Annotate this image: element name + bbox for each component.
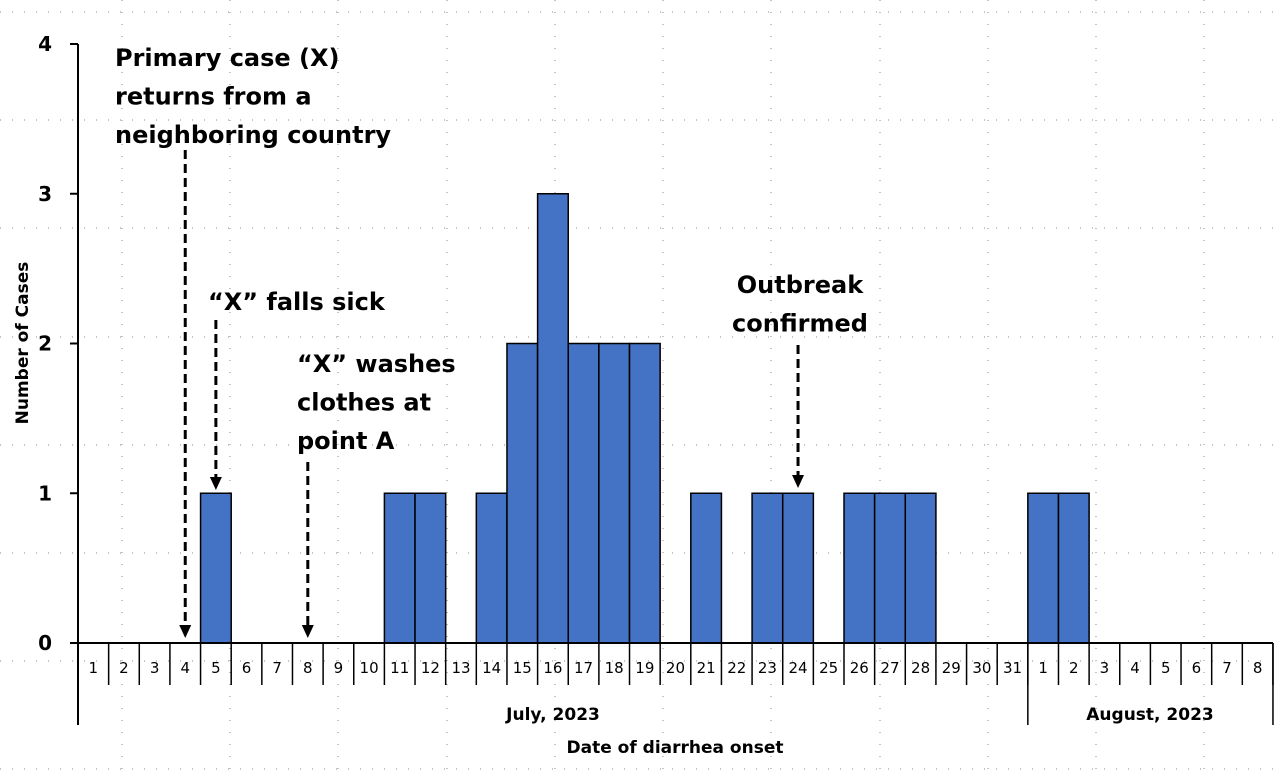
y-tick-label: 4 [38,32,52,56]
bar [475,492,508,644]
annotation-text: “X” falls sick [208,288,386,316]
y-tick-label: 3 [38,182,52,206]
bar [414,492,447,644]
x-tick-label: 13 [451,659,470,677]
bar [781,492,815,644]
x-tick-label: 25 [819,659,838,677]
x-tick-label: 2 [1069,659,1079,677]
x-tick-label: 6 [1192,659,1202,677]
x-tick-label: 8 [303,659,313,677]
x-tick-label: 11 [390,659,409,677]
x-tick-label: 15 [513,659,532,677]
x-tick-label: 1 [89,659,99,677]
month-label-july: July, 2023 [505,705,600,725]
annotation-text: returns from a [115,83,312,111]
x-tick-label: 4 [180,659,190,677]
x-tick-label: 26 [850,659,869,677]
bar [598,342,631,644]
x-tick-label: 17 [574,659,593,677]
x-tick-label: 10 [360,659,379,677]
x-tick-label: 28 [911,659,930,677]
x-tick-label: 9 [334,659,344,677]
annotation-text: Outbreak [737,271,864,299]
x-axis-label: Date of diarrhea onset [567,738,784,758]
x-tick-label: 4 [1130,659,1140,677]
x-tick-label: 5 [211,659,221,677]
x-tick-label: 27 [880,659,899,677]
arrow-down-icon [792,475,805,488]
x-tick-label: 20 [666,659,685,677]
x-tick-label: 3 [1100,659,1110,677]
month-label-august: August, 2023 [1086,705,1213,725]
x-tick-label: 31 [1003,659,1022,677]
x-tick-label: 1 [1038,659,1048,677]
bar [628,342,661,644]
annotation-text: clothes at [297,389,431,417]
x-tick-label: 22 [727,659,746,677]
x-tick-label: 3 [150,659,160,677]
x-tick-label: 29 [942,659,961,677]
x-tick-label: 8 [1253,659,1263,677]
bar [1027,492,1060,644]
x-tick-label: 5 [1161,659,1171,677]
bar [690,492,723,644]
annotation-text: confirmed [732,310,868,338]
x-tick-label: 30 [972,659,991,677]
x-tick-label: 16 [543,659,562,677]
x-tick-label: 7 [1222,659,1232,677]
x-tick-label: 24 [788,659,807,677]
x-tick-label: 2 [119,659,129,677]
bar [873,492,907,644]
y-tick-label: 1 [38,481,52,505]
bar [843,492,876,644]
y-axis-label: Number of Cases [13,262,33,425]
bar [904,492,937,644]
bar [199,492,232,644]
annotation-text: Primary case (X) [115,44,339,72]
annotation-text: point A [297,427,395,455]
x-tick-label: 14 [482,659,501,677]
x-tick-label: 23 [758,659,777,677]
annotation-text: “X” washes [297,350,456,378]
x-tick-label: 12 [421,659,440,677]
annotation-text: neighboring country [115,121,391,149]
y-tick-label: 2 [38,332,52,356]
x-tick-label: 21 [697,659,716,677]
arrow-down-icon [301,625,314,638]
y-tick-label: 0 [38,631,52,655]
bar [1057,492,1090,644]
bar [536,193,569,644]
x-tick-label: 7 [272,659,282,677]
bar [567,342,600,644]
bar [506,342,539,644]
x-tick-label: 18 [605,659,624,677]
arrow-down-icon [209,477,222,490]
x-tick-label: 6 [242,659,252,677]
bar [383,492,416,644]
x-tick-label: 19 [635,659,654,677]
bar [751,492,784,644]
arrow-down-icon [179,625,192,638]
